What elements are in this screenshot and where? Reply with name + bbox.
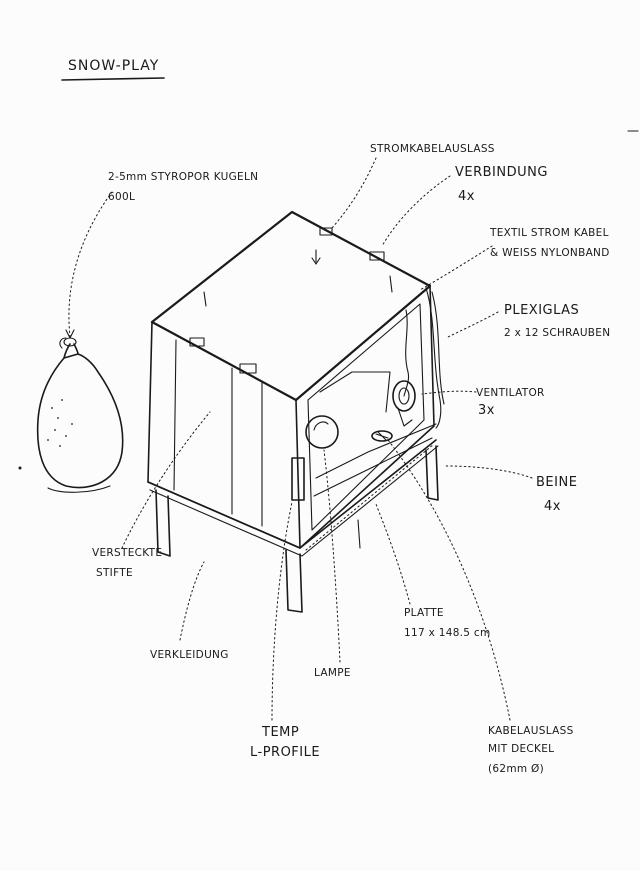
label-kabel-1: KABELAUSLASS	[488, 725, 574, 737]
label-styropor-amount: 600L	[108, 191, 135, 203]
label-verbindung-count: 4x	[458, 189, 475, 204]
label-ventilator: VENTILATOR	[476, 387, 545, 399]
leader-versteckte	[121, 411, 211, 549]
label-plexiglas-1: PLEXIGLAS	[504, 303, 579, 318]
sketch-title: SNOW-PLAY	[68, 58, 159, 74]
lamp	[305, 415, 339, 449]
ventilator	[392, 380, 416, 427]
label-platte-2: 117 x 148.5 cm	[404, 627, 491, 639]
connector-2	[369, 251, 385, 261]
styropor-arrow	[65, 329, 75, 339]
connector-4	[239, 363, 257, 374]
label-beine-count: 4x	[544, 499, 561, 514]
leader-textil	[419, 245, 493, 291]
styrofoam-bag	[36, 337, 124, 493]
connector-1	[319, 227, 333, 236]
label-beine: BEINE	[536, 475, 577, 490]
styropor-leader	[68, 191, 113, 337]
label-temp-2: L-PROFILE	[250, 745, 320, 760]
label-textil-1: TEXTIL STROM KABEL	[489, 227, 609, 239]
label-kabel-3: (62mm Ø)	[488, 763, 544, 775]
leader-temp	[271, 501, 293, 721]
temp-l-profile	[291, 457, 305, 501]
label-kabel-2: MIT DECKEL	[488, 743, 554, 755]
label-versteckte-1: VERSTECKTE	[92, 547, 162, 559]
label-temp-1: TEMP	[261, 725, 299, 740]
box-front	[295, 285, 435, 549]
label-lampe: LAMPE	[314, 667, 351, 679]
label-platte-1: PLATTE	[404, 607, 444, 619]
margin-dot	[18, 466, 22, 470]
leader-platte	[375, 503, 411, 605]
plexiglas-panel	[307, 303, 425, 531]
label-plexiglas-2: 2 x 12 SCHRAUBEN	[504, 327, 610, 339]
leader-plexiglas	[445, 311, 499, 339]
title-underline	[61, 77, 165, 81]
textile-cable	[403, 309, 410, 397]
label-versteckte-2: STIFTE	[96, 567, 133, 579]
leader-lampe	[323, 449, 341, 663]
leader-stromkabel	[331, 157, 377, 229]
label-verbindung: VERBINDUNG	[455, 165, 548, 180]
base-plate	[147, 439, 437, 549]
plastic-drape	[425, 287, 442, 429]
legs	[155, 445, 439, 613]
leader-kabelauslass	[387, 439, 511, 721]
label-textil-2: & WEISS NYLONBAND	[490, 247, 610, 259]
label-styropor: 2-5mm STYROPOR KUGELN	[108, 171, 258, 183]
leader-ventilator	[421, 390, 477, 395]
connector-3	[189, 337, 205, 347]
label-verkleidung: VERKLEIDUNG	[150, 649, 229, 661]
label-stromkabelauslass: STROMKABELAUSLASS	[370, 143, 495, 155]
cable-outlet	[371, 430, 393, 442]
leader-verkleidung	[179, 561, 205, 641]
snow-play-box	[147, 210, 445, 557]
label-ventilator-count: 3x	[478, 403, 495, 418]
leader-beine	[445, 465, 533, 479]
leader-verbindung	[381, 175, 451, 247]
box-left-side	[147, 321, 301, 549]
